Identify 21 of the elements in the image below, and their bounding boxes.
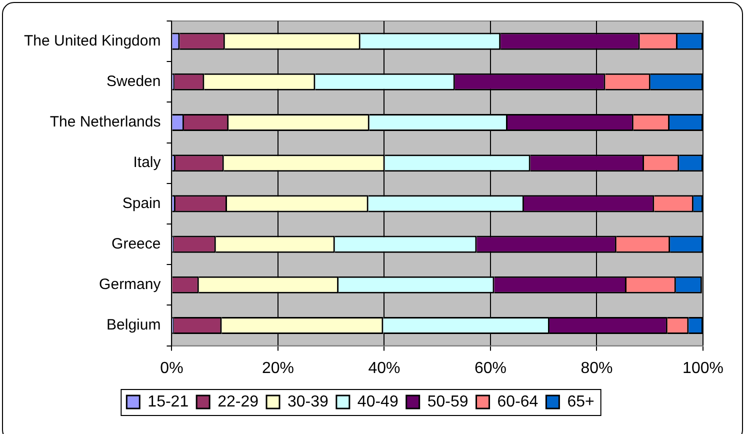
y-tick-label: Germany (99, 276, 162, 294)
legend-label: 15-21 (148, 393, 189, 410)
x-tick-label: 40% (368, 360, 400, 377)
y-tick-label: The Netherlands (50, 114, 161, 131)
y-tick-label: Belgium (106, 316, 161, 334)
x-tick-label: 0% (160, 360, 184, 377)
x-tick-label: 60% (474, 360, 507, 377)
legend-label: 50-59 (427, 393, 468, 410)
y-tick-label: Spain (122, 194, 161, 212)
x-tick-label: 20% (262, 360, 294, 377)
legend-label: 22-29 (218, 393, 259, 410)
legend-label: 40-49 (357, 393, 398, 410)
y-tick-label: The United Kingdom (24, 32, 161, 50)
y-tick-label: Sweden (106, 73, 161, 90)
legend-label: 60-64 (497, 393, 538, 410)
y-tick-label: Italy (133, 154, 162, 172)
legend-label: 30-39 (288, 393, 329, 410)
x-tick-label: 100% (682, 360, 724, 377)
x-tick-label: 80% (580, 360, 613, 377)
legend-label: 65+ (567, 393, 594, 410)
y-tick-label: Greece (112, 235, 161, 252)
